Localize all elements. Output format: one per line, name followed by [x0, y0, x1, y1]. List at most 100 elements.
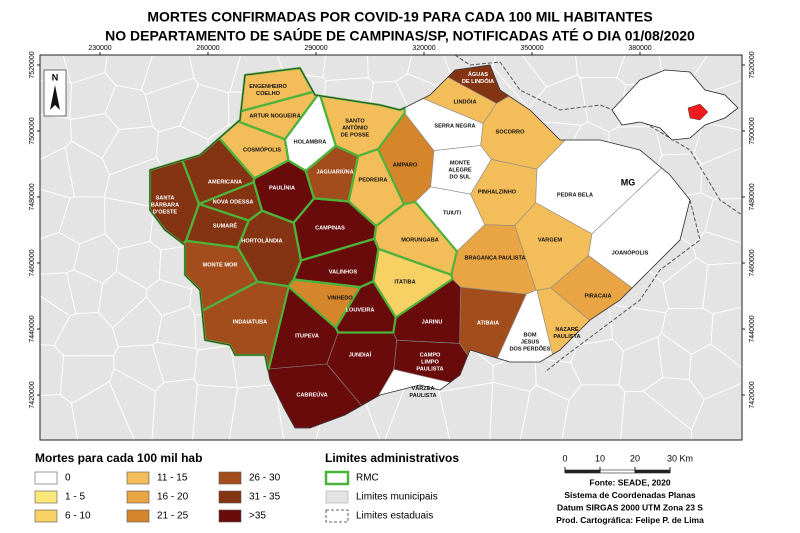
- municipality-label: JUNDIAÍ: [349, 350, 372, 358]
- admin-label: Limites municipais: [356, 492, 438, 503]
- municipality-label: JOANÓPOLIS: [612, 248, 649, 256]
- state-label: MG: [621, 177, 636, 187]
- legend-swatch: [34, 509, 58, 523]
- municipality-label: CAMPO: [420, 352, 441, 358]
- legend-label: 6 - 10: [65, 511, 91, 522]
- outside-municipality: [322, 54, 369, 82]
- municipality-label: NAZARÉ: [555, 325, 579, 333]
- municipality-label: JARINU: [422, 319, 443, 325]
- y-tick-label: 7520000: [749, 51, 756, 78]
- legend-label: 0: [65, 473, 71, 484]
- municipality-label: MONTE MOR: [203, 262, 238, 268]
- municipality-label: HOLAMBRA: [294, 139, 327, 145]
- legend-swatch: [34, 490, 58, 504]
- municipality-label: PAULÍNIA: [269, 183, 295, 191]
- outside-municipality: [228, 384, 285, 441]
- x-tick-label: 260000: [196, 45, 219, 52]
- municipality-label: ALEGRE: [448, 167, 472, 173]
- municipality-label: HORTOLÂNDIA: [241, 237, 282, 244]
- state-border: [454, 54, 743, 216]
- municipality-label: PAULISTA: [409, 393, 436, 399]
- admin-swatch: [325, 509, 349, 523]
- legend-swatch: [126, 490, 150, 504]
- municipality-label: LINDÓIA: [454, 97, 477, 105]
- municipality-label: VÁRZEA: [412, 385, 435, 392]
- admin-swatch: [325, 490, 349, 504]
- municipality-label: PEDRA BELA: [557, 192, 593, 198]
- y-tick-label: 7500000: [29, 117, 36, 144]
- municipality-label: BRAGANÇA PAULISTA: [464, 255, 525, 261]
- scale-label: 30 Km: [667, 453, 693, 463]
- rmc-border: [334, 280, 397, 334]
- north-label: N: [52, 72, 59, 82]
- scale-label: 10: [595, 453, 605, 463]
- municipality-label: SERRA NEGRA: [434, 123, 475, 129]
- scale-label: 20: [630, 453, 640, 463]
- legend-label: 26 - 30: [249, 473, 281, 484]
- title-line: MORTES CONFIRMADAS POR COVID-19 PARA CAD…: [147, 9, 652, 25]
- legend-label: >35: [249, 511, 266, 522]
- y-tick-label: 7460000: [29, 249, 36, 276]
- legend-swatch: [218, 490, 242, 504]
- map-frame: [39, 54, 743, 441]
- scale-segment: [564, 469, 601, 474]
- outside-municipality: [39, 344, 65, 396]
- scale-label: 0: [562, 453, 567, 463]
- y-tick-label: 7520000: [29, 51, 36, 78]
- municipality-label: BOM: [523, 332, 536, 338]
- credit-line: Fonte: SEADE, 2020: [589, 477, 671, 487]
- municipality-label: CABREÚVA: [296, 391, 327, 398]
- municipality-label: VALINHOS: [329, 269, 358, 275]
- admin-label: RMC: [356, 473, 379, 484]
- municipality-label: ITUPEVA: [295, 333, 319, 339]
- outside-municipality: [151, 378, 199, 441]
- admin-label: Limites estaduais: [356, 511, 433, 522]
- municipality-label: TUIUTI: [443, 210, 461, 216]
- outside-municipality: [193, 344, 238, 389]
- municipality-label: ITATIBA: [394, 279, 415, 285]
- municipality-label: PEDREIRA: [359, 177, 388, 183]
- municipality-label: LOUVEIRA: [346, 307, 375, 313]
- municipality-label: BÁRBARA: [151, 201, 179, 208]
- legend-swatch: [34, 471, 58, 485]
- municipality-label: PINHALZINHO: [478, 189, 517, 195]
- municipality-label: ANTÔNIO: [342, 123, 368, 131]
- legend-label: 1 - 5: [65, 492, 85, 503]
- municipality-label: AMERICANA: [208, 179, 242, 185]
- municipality-label: MORUNGABA: [401, 237, 439, 243]
- municipality-label: JAGUARIÚNA: [316, 168, 353, 175]
- inset-state: [611, 69, 739, 141]
- legend-label: 21 - 25: [157, 511, 189, 522]
- y-tick-label: 7420000: [29, 381, 36, 408]
- credit-line: Datum SIRGAS 2000 UTM Zona 23 S: [557, 502, 703, 512]
- credit-line: Sistema de Coordenadas Planas: [564, 490, 696, 500]
- municipality-label: COSMÓPOLIS: [243, 145, 281, 153]
- x-tick-label: 320000: [412, 45, 435, 52]
- municipality-label: SANTO: [345, 118, 365, 124]
- y-tick-label: 7500000: [749, 117, 756, 144]
- municipality-label: D'OESTE: [153, 209, 178, 215]
- municipality-label: DE POSSE: [341, 132, 370, 138]
- north-arrow: [50, 85, 60, 110]
- municipality-label: SANTA: [156, 195, 175, 201]
- title-line: NO DEPARTAMENTO DE SAÚDE DE CAMPINAS/SP,…: [105, 27, 695, 44]
- y-tick-label: 7440000: [749, 315, 756, 342]
- credit-line: Prod. Cartográfica: Felipe P. de Lima: [556, 515, 704, 525]
- legend-swatch: [126, 471, 150, 485]
- legend-label: 11 - 15: [157, 473, 188, 484]
- y-tick-label: 7480000: [29, 183, 36, 210]
- municipality-label: DE LINDÓIA: [462, 77, 494, 85]
- legend-swatch: [218, 471, 242, 485]
- municipality-label: DO SUL: [449, 174, 471, 180]
- state-border: [544, 199, 701, 373]
- municipality-label: ARTUR NOGUEIRA: [249, 113, 300, 119]
- municipality-label: VARGEM: [538, 237, 562, 243]
- municipalities: [149, 64, 691, 429]
- x-tick-label: 230000: [88, 45, 111, 52]
- municipality-label: LIMPO: [421, 359, 439, 365]
- municipality-label: CAMPINAS: [315, 225, 345, 231]
- legend-label: 31 - 35: [249, 492, 281, 503]
- admin-title: Limites administrativos: [325, 451, 459, 465]
- municipality-label: NOVA ODESSA: [213, 199, 254, 205]
